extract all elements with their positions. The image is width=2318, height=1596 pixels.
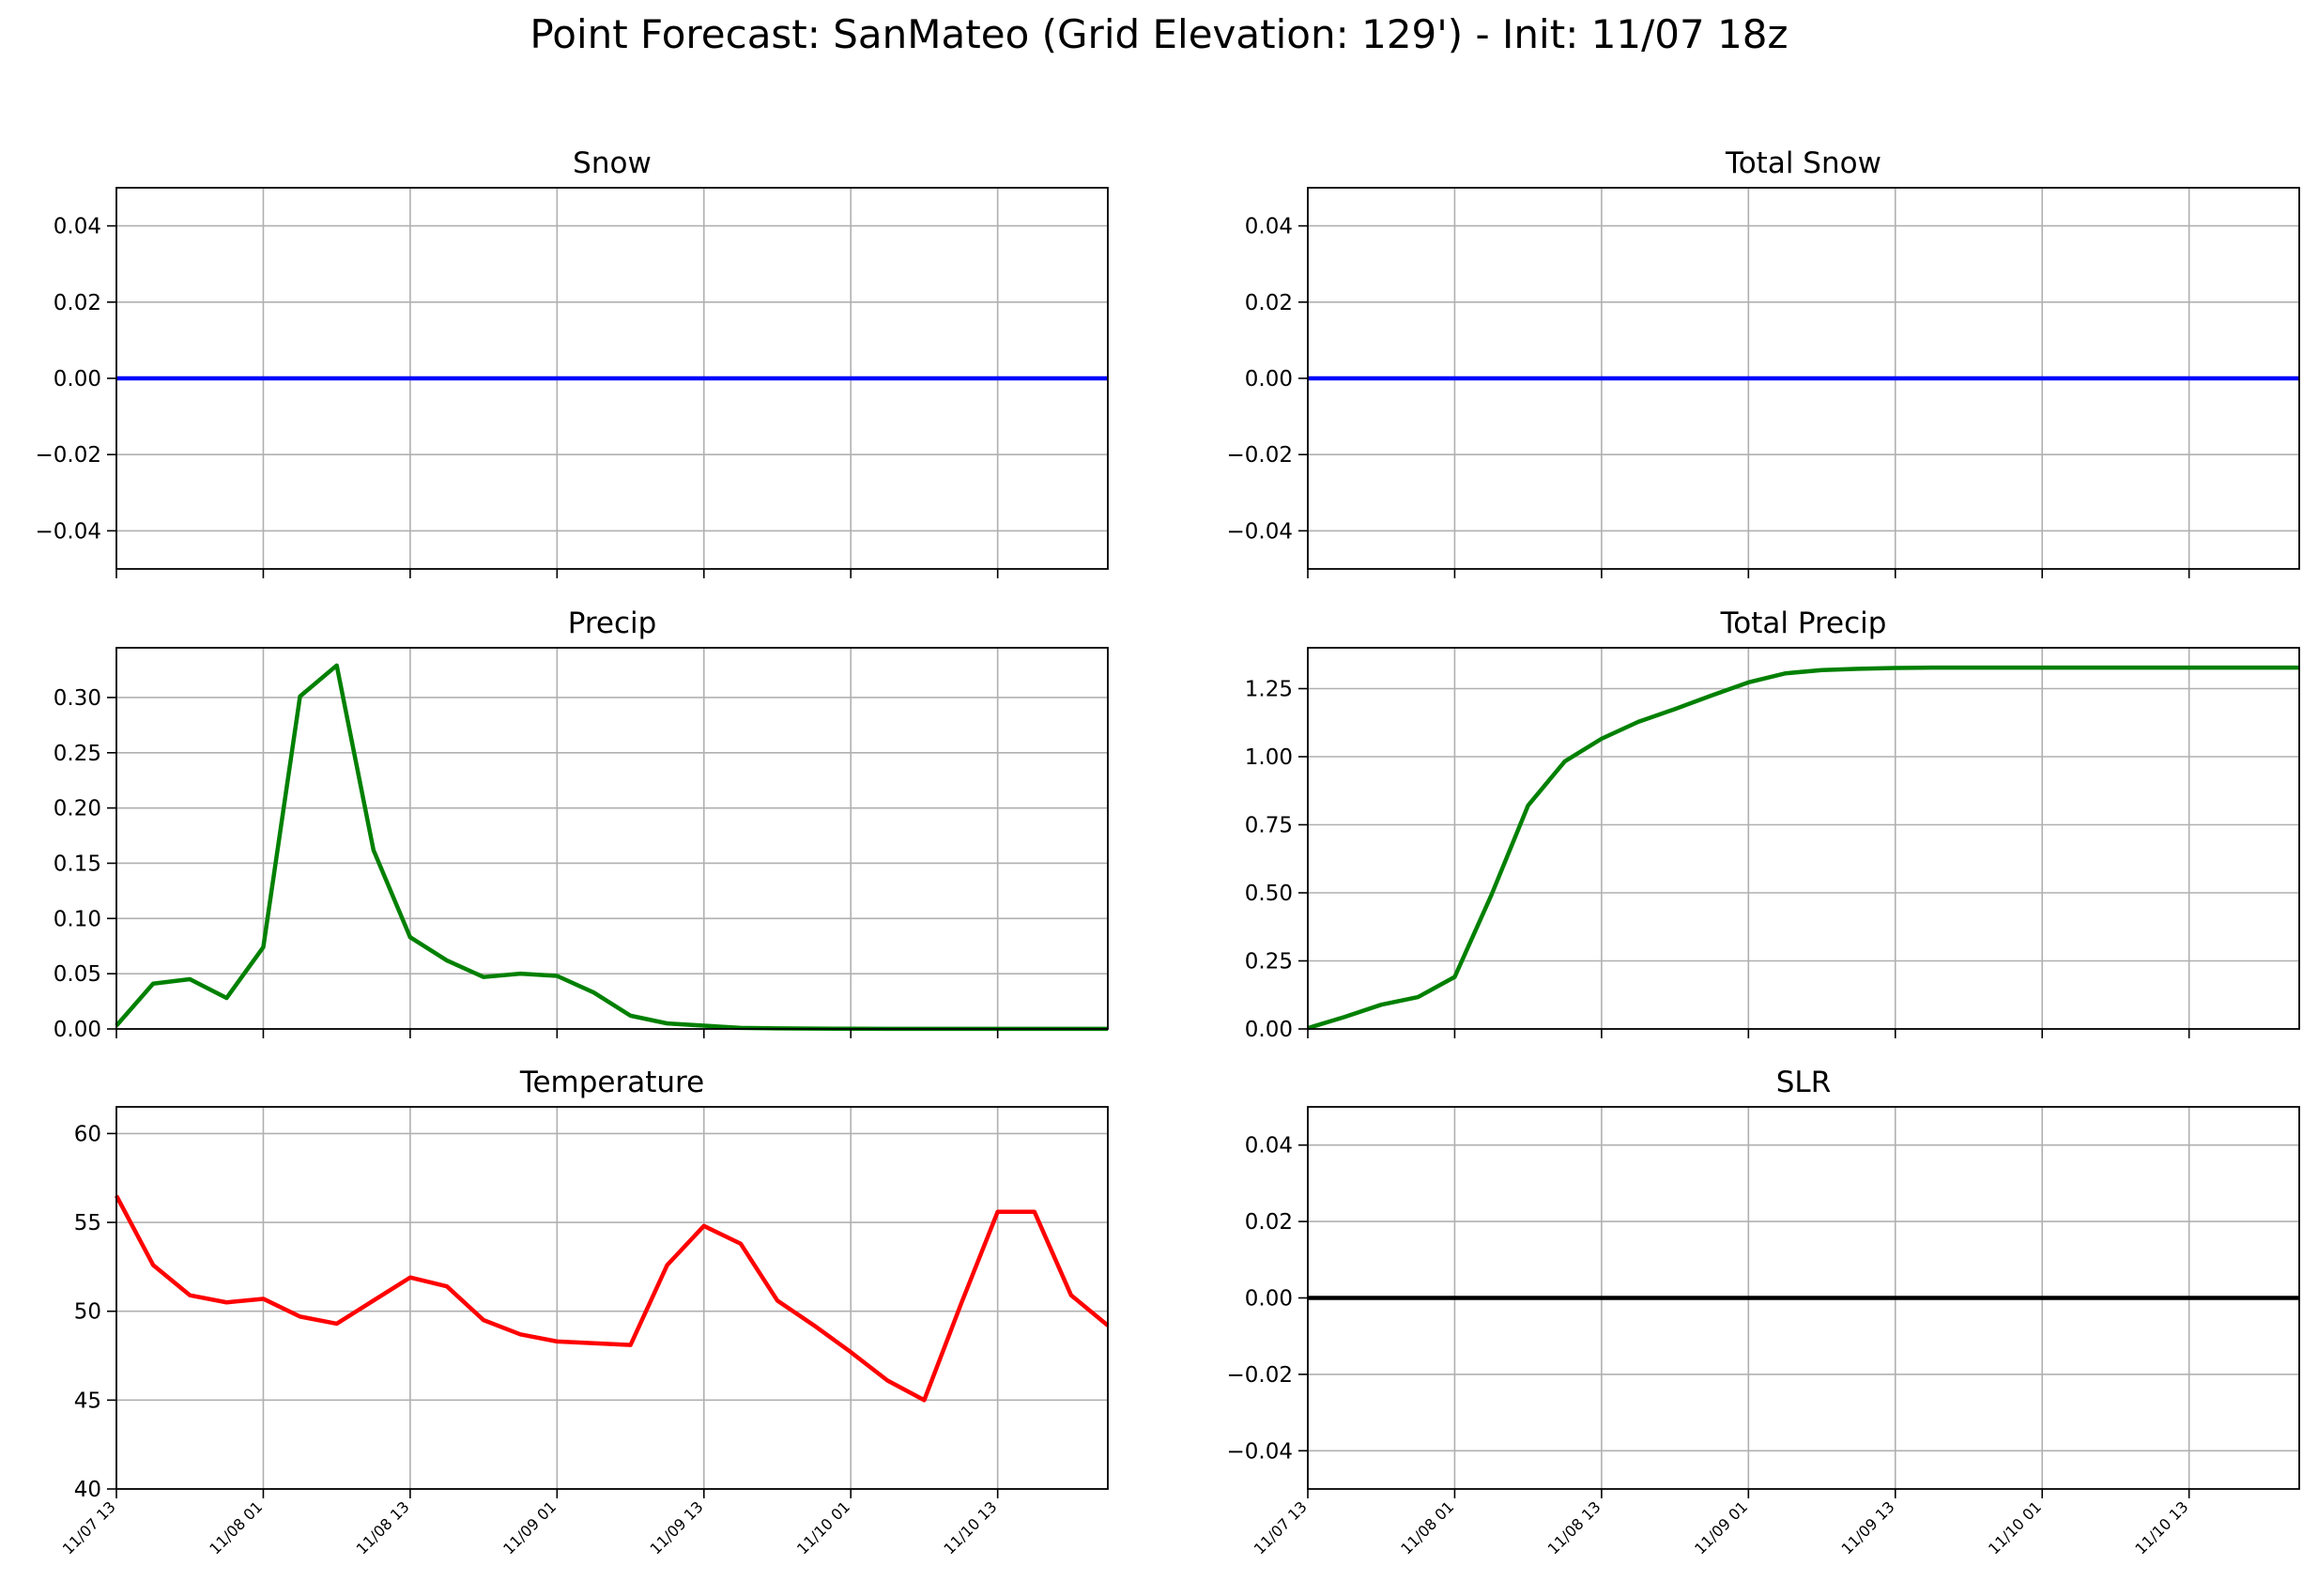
total-snow-ytick-label-1: −0.02 <box>1227 443 1293 468</box>
snow-ytick-label-1: −0.02 <box>36 443 101 468</box>
precip-ytick-label-4: 0.20 <box>54 797 101 821</box>
temperature-xtick-label-3: 11/09 01 <box>499 1497 560 1558</box>
total-snow-ytick-label-4: 0.04 <box>1245 215 1293 239</box>
total-snow-ytick-label-2: 0.00 <box>1245 367 1293 391</box>
precip-ytick-label-0: 0.00 <box>54 1018 101 1042</box>
total-precip-title: Total Precip <box>1720 606 1887 640</box>
slr-ytick-label-4: 0.04 <box>1245 1134 1293 1159</box>
total-snow-title: Total Snow <box>1725 146 1881 180</box>
total-precip-ytick-label-2: 0.50 <box>1245 882 1293 906</box>
precip-ytick-label-1: 0.05 <box>54 962 101 987</box>
total-precip-ytick-label-3: 0.75 <box>1245 814 1293 838</box>
temperature-xtick-label-0: 11/07 13 <box>59 1497 119 1558</box>
snow-title: Snow <box>573 146 652 180</box>
temperature-xtick-label-4: 11/09 13 <box>647 1497 707 1558</box>
total-precip-ytick-label-0: 0.00 <box>1245 1018 1293 1042</box>
temperature-ytick-label-4: 60 <box>74 1122 101 1146</box>
snow-ytick-label-3: 0.02 <box>54 291 101 315</box>
total-precip-series-line <box>1307 665 2299 1031</box>
total-snow-ytick-label-0: −0.04 <box>1227 519 1293 544</box>
precip-ytick-label-3: 0.15 <box>54 852 101 876</box>
temperature-xtick-label-2: 11/08 13 <box>353 1497 413 1558</box>
temperature-ytick-label-3: 55 <box>74 1211 101 1235</box>
total-snow-ytick-label-3: 0.02 <box>1245 291 1293 315</box>
total-precip-ytick-label-1: 0.25 <box>1245 950 1293 974</box>
slr-ytick-label-3: 0.02 <box>1245 1210 1293 1235</box>
slr-axes-frame <box>1307 1106 2300 1490</box>
slr-xtick-label-2: 11/08 13 <box>1544 1497 1604 1558</box>
temperature-xtick-label-5: 11/10 01 <box>793 1497 853 1558</box>
slr-ytick-label-2: 0.00 <box>1245 1287 1293 1312</box>
total-precip-ytick-label-4: 1.00 <box>1245 745 1293 770</box>
slr-xtick-label-4: 11/09 13 <box>1838 1497 1898 1558</box>
slr-xtick-label-3: 11/09 01 <box>1691 1497 1751 1558</box>
snow-ytick-label-0: −0.04 <box>36 519 101 544</box>
slr-ytick-label-0: −0.04 <box>1227 1439 1293 1464</box>
temperature-ytick-label-2: 50 <box>74 1300 101 1325</box>
total-precip-ytick-label-5: 1.25 <box>1245 678 1293 702</box>
total-snow-axes-frame <box>1307 187 2300 570</box>
total-precip-axes-frame <box>1307 647 2300 1030</box>
temperature-xtick-label-6: 11/10 13 <box>940 1497 1000 1558</box>
snow-ytick-label-2: 0.00 <box>54 367 101 391</box>
slr-xtick-label-0: 11/07 13 <box>1251 1497 1311 1558</box>
temperature-ytick-label-1: 45 <box>74 1389 101 1413</box>
temperature-ytick-label-0: 40 <box>74 1478 101 1502</box>
snow-axes-frame <box>115 187 1109 570</box>
precip-ytick-label-2: 0.10 <box>54 907 101 931</box>
slr-xtick-label-5: 11/10 01 <box>1985 1497 2045 1558</box>
slr-xtick-label-6: 11/10 13 <box>2131 1497 2191 1558</box>
temperature-xtick-label-1: 11/08 01 <box>206 1497 266 1558</box>
precip-ytick-label-5: 0.25 <box>54 742 101 766</box>
figure-title: Point Forecast: SanMateo (Grid Elevation… <box>530 11 1788 57</box>
slr-xtick-label-1: 11/08 01 <box>1397 1497 1457 1558</box>
precip-ytick-label-6: 0.30 <box>54 686 101 711</box>
precip-title: Precip <box>568 606 657 640</box>
temperature-series-line <box>115 1194 1110 1403</box>
precip-axes-frame <box>115 647 1109 1030</box>
temperature-title: Temperature <box>519 1066 704 1099</box>
snow-ytick-label-4: 0.04 <box>54 215 101 239</box>
slr-title: SLR <box>1776 1066 1832 1099</box>
slr-ytick-label-1: −0.02 <box>1227 1363 1293 1388</box>
temperature-axes-frame <box>115 1106 1109 1490</box>
